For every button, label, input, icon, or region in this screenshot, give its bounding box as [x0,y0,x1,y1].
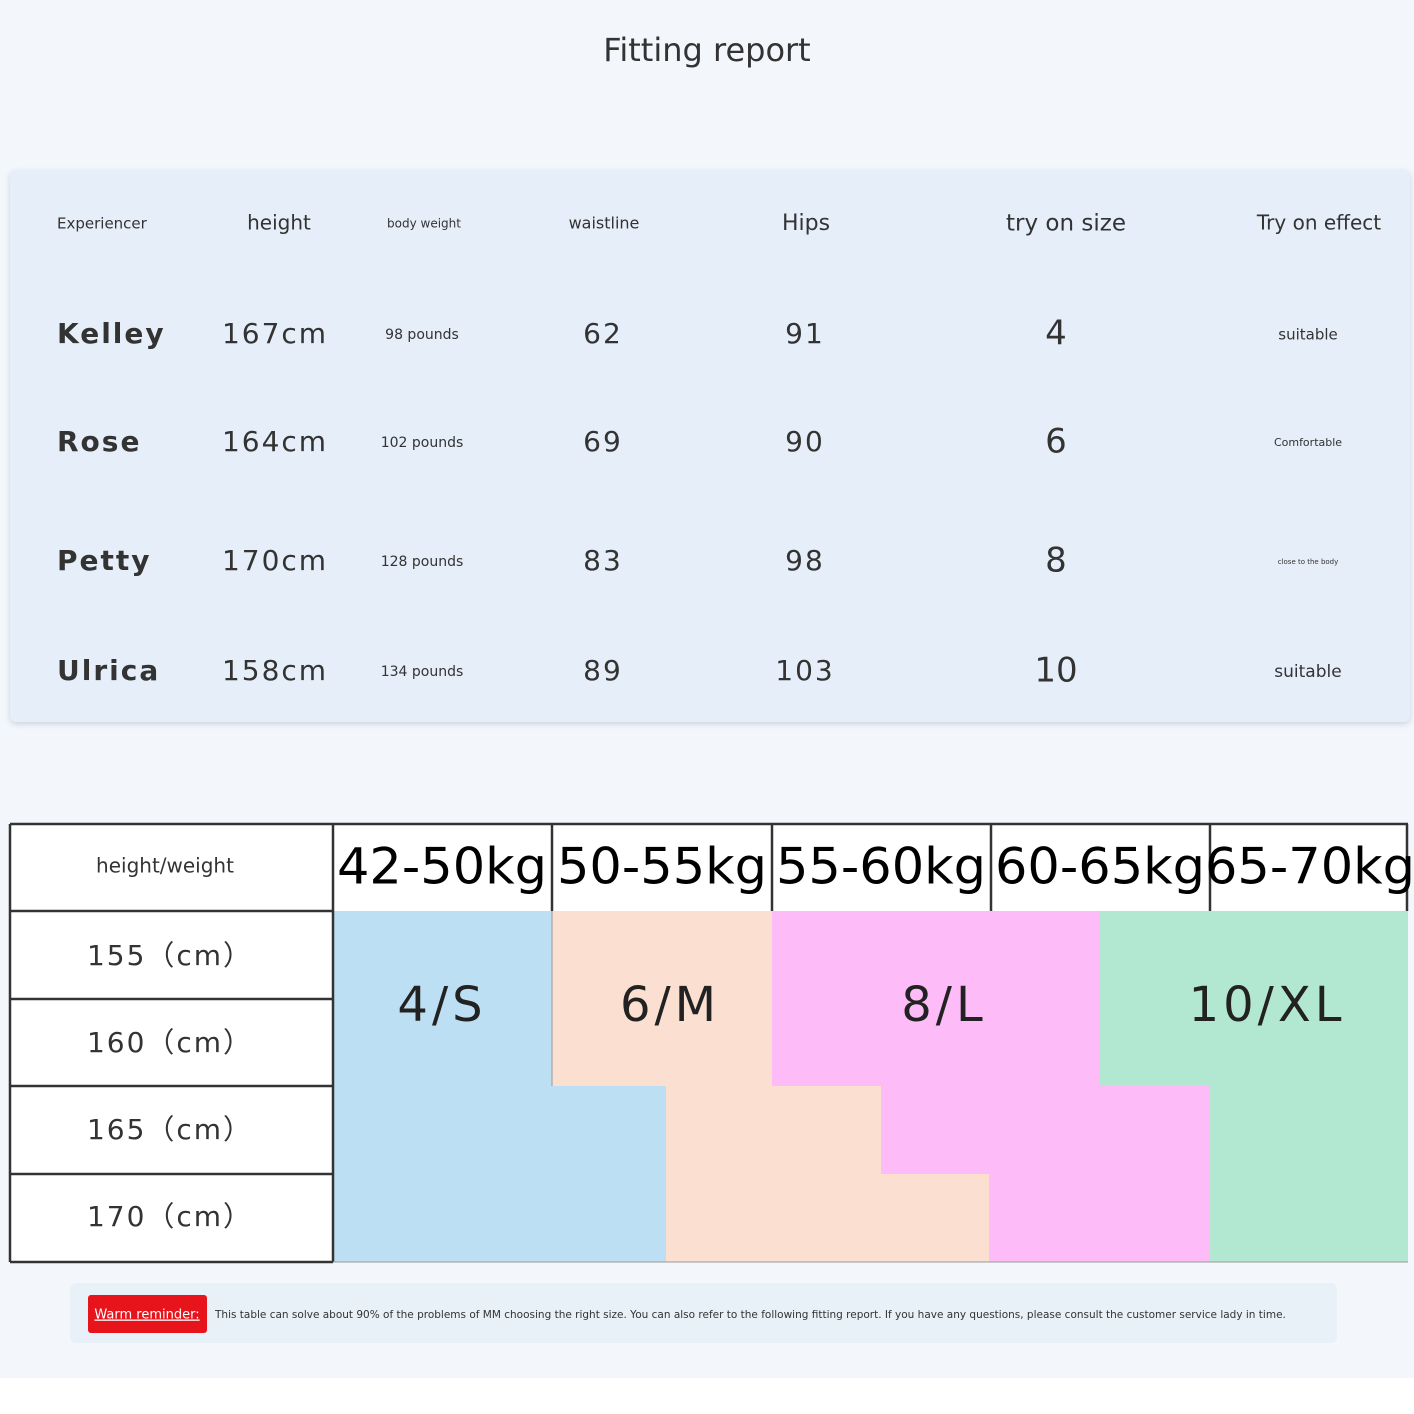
table-cell: 69 [583,425,623,458]
reminder-box [70,1283,1337,1343]
header-cell: body weight [387,217,461,231]
table-cell: 10 [1034,651,1077,691]
reminder-badge [88,1295,207,1333]
table-cell: 158cm [222,654,328,687]
table-cell: 164cm [222,425,328,458]
table-cell: 134 pounds [381,664,464,680]
table-cell: suitable [1274,662,1341,682]
header-cell: height [247,211,311,235]
table-cell: 167cm [222,317,328,350]
size-label: 4/S [397,977,486,1033]
header-cell: Try on effect [1256,211,1381,235]
size-label: 8/L [901,977,986,1033]
weight-header: 65-70kg [1205,838,1414,896]
table-cell: 91 [785,317,825,350]
weight-header: 50-55kg [557,838,767,896]
size-label: 6/M [620,977,720,1033]
header-cell: waistline [569,214,640,233]
table-cell: 98 [785,544,825,577]
weight-header: 42-50kg [337,838,547,896]
table-cell: Ulrica [57,654,160,687]
table-cell: suitable [1278,326,1337,344]
weight-header: 55-60kg [776,838,986,896]
height-row: 160（cm） [87,1026,253,1059]
table-cell: 83 [583,544,623,577]
header-cell: try on size [1006,211,1126,237]
height-row: 165（cm） [87,1113,253,1146]
height-row: 155（cm） [87,939,253,972]
table-cell: 170cm [222,544,328,577]
header-cell: Hips [782,211,830,236]
table-cell: Petty [57,544,152,577]
table-cell: Kelley [57,317,166,350]
table-cell: close to the body [1278,558,1339,566]
table-cell: 62 [583,317,623,350]
weight-header: 60-65kg [995,838,1205,896]
table-cell: Rose [57,425,141,458]
table-cell: 103 [775,654,834,687]
fitting-card [10,170,1410,722]
table-cell: 102 pounds [381,435,464,451]
height-row: 170（cm） [87,1200,253,1233]
size-label: 10/XL [1189,977,1346,1033]
header-cell: Experiencer [57,215,148,233]
table-cell: 8 [1045,541,1067,581]
table-cell: 89 [583,654,623,687]
table-cell: 4 [1045,314,1067,354]
title: Fitting report [603,31,810,69]
corner-cell: height/weight [96,854,234,878]
table-cell: Comfortable [1274,436,1342,449]
reminder-label: Warm reminder: [94,1308,199,1323]
table-cell: 128 pounds [381,554,464,570]
grid-lines [8,822,1409,1264]
table-cell: 6 [1045,422,1067,462]
table-cell: 98 pounds [385,327,459,343]
table-cell: 90 [785,425,825,458]
size-blocks [10,824,1408,1262]
reminder-text: This table can solve about 90% of the pr… [214,1309,1286,1321]
